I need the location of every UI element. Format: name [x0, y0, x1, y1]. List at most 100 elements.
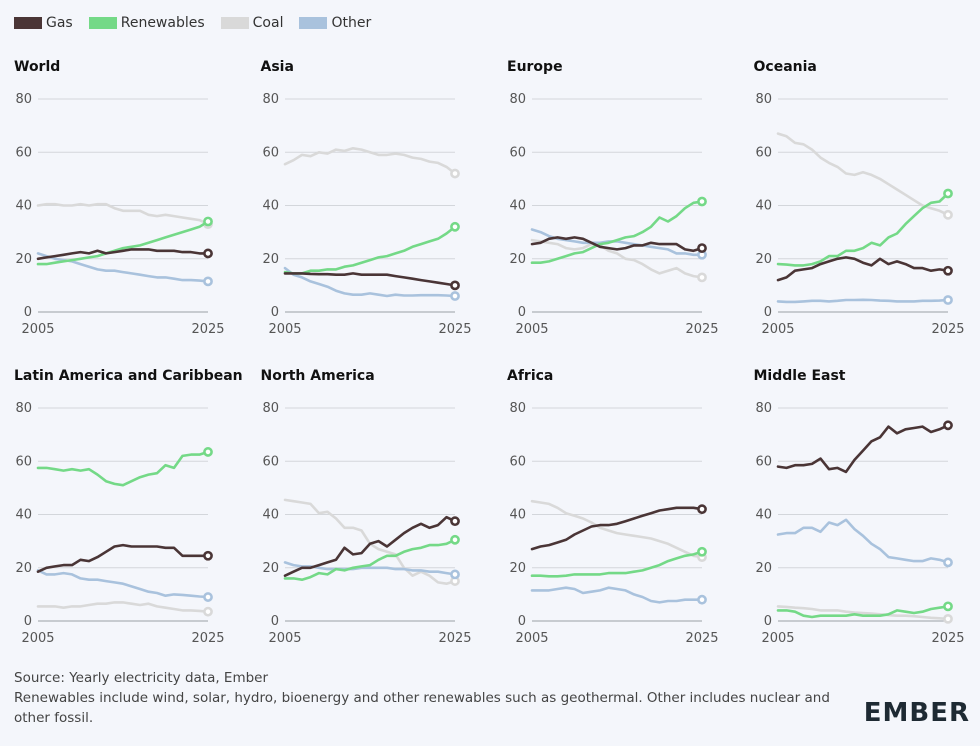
x-tick-label: 2005	[268, 322, 301, 337]
series-line-renewables	[36, 450, 210, 487]
series-line-renewables	[530, 200, 704, 265]
legend-label-renewables: Renewables	[120, 15, 205, 31]
panel-title-north-america: North America	[261, 368, 375, 384]
y-tick-label: 80	[15, 401, 32, 416]
panel-africa: Africa 0 20 40 60 80 2005 2025	[507, 368, 719, 646]
series-line-gas	[530, 506, 704, 551]
y-tick-label: 20	[509, 561, 526, 576]
y-tick-label: 60	[755, 454, 772, 469]
y-tick-label: 0	[764, 305, 772, 320]
end-marker-other	[943, 557, 953, 568]
series-line-gas	[283, 515, 457, 578]
legend-label-coal: Coal	[252, 15, 284, 31]
series-line-other	[36, 252, 210, 283]
series-line-gas	[776, 423, 950, 474]
legend-swatch-gas	[14, 17, 42, 29]
x-tick-label: 2025	[685, 322, 718, 337]
end-marker-coal	[450, 168, 460, 179]
panel-title-europe: Europe	[507, 59, 563, 75]
source-note: Source: Yearly electricity data, Ember	[14, 670, 269, 686]
legend-swatch-renewables	[88, 17, 117, 29]
series-line-coal	[776, 132, 950, 217]
x-tick-label: 2025	[438, 631, 471, 646]
end-marker-other	[450, 569, 460, 580]
y-tick-label: 40	[755, 199, 772, 214]
series-line-gas	[530, 236, 704, 253]
series-line-renewables	[776, 192, 950, 267]
legend: Gas Renewables Coal Other	[14, 12, 387, 34]
y-tick-label: 60	[262, 454, 279, 469]
y-tick-label: 40	[15, 199, 32, 214]
legend-item-other[interactable]: Other	[299, 15, 371, 31]
end-marker-other	[697, 594, 707, 605]
y-tick-label: 60	[755, 145, 772, 160]
end-marker-coal	[697, 272, 707, 283]
ember-logo: EMBER	[863, 698, 970, 728]
y-tick-label: 20	[755, 252, 772, 267]
panel-title-oceania: Oceania	[754, 59, 817, 75]
series-line-renewables	[776, 605, 950, 619]
y-tick-label: 80	[262, 401, 279, 416]
y-tick-label: 40	[755, 508, 772, 523]
panel-oceania: Oceania 0 20 40 60 80 2005 2025	[754, 59, 965, 337]
end-marker-renewables	[450, 221, 460, 232]
end-marker-gas	[203, 248, 213, 259]
end-marker-renewables	[203, 216, 213, 227]
y-tick-label: 20	[15, 561, 32, 576]
series-line-other	[776, 298, 950, 304]
y-tick-label: 20	[15, 252, 32, 267]
y-tick-label: 60	[15, 454, 32, 469]
end-marker-renewables	[697, 196, 707, 207]
y-tick-label: 0	[24, 305, 32, 320]
series-line-gas	[776, 256, 950, 282]
y-tick-label: 40	[262, 199, 279, 214]
panel-title-middle-east: Middle East	[754, 368, 846, 384]
x-tick-label: 2025	[191, 631, 224, 646]
y-tick-label: 0	[24, 614, 32, 629]
legend-label-other: Other	[331, 15, 372, 31]
x-tick-label: 2025	[191, 322, 224, 337]
series-line-coal	[36, 202, 210, 226]
series-line-renewables	[283, 225, 457, 275]
legend-item-gas[interactable]: Gas	[14, 15, 73, 31]
x-tick-label: 2005	[761, 631, 794, 646]
y-tick-label: 0	[764, 614, 772, 629]
y-tick-label: 40	[509, 199, 526, 214]
y-tick-label: 20	[262, 252, 279, 267]
panel-latin-america-and-caribbean: Latin America and Caribbean 0 20 40 60 80 2005…	[14, 368, 243, 646]
y-tick-label: 80	[262, 92, 279, 107]
end-marker-other	[450, 291, 460, 301]
y-tick-label: 20	[262, 561, 279, 576]
end-marker-renewables	[450, 534, 460, 545]
end-marker-gas	[450, 516, 460, 527]
end-marker-gas	[697, 504, 707, 515]
end-marker-renewables	[943, 601, 953, 612]
x-tick-label: 2005	[268, 631, 301, 646]
series-line-other	[283, 266, 457, 298]
series-line-renewables	[283, 538, 457, 582]
x-tick-label: 2005	[21, 322, 54, 337]
y-tick-label: 40	[509, 508, 526, 523]
series-line-coal	[776, 605, 950, 621]
y-tick-label: 0	[518, 614, 526, 629]
x-tick-label: 2005	[761, 322, 794, 337]
x-tick-label: 2005	[515, 322, 548, 337]
end-marker-gas	[203, 550, 213, 561]
end-marker-gas	[943, 420, 953, 431]
legend-swatch-coal	[220, 17, 249, 29]
y-tick-label: 80	[755, 92, 772, 107]
panel-title-latin-america-and-caribbean: Latin America and Caribbean	[14, 368, 243, 384]
series-line-gas	[36, 248, 210, 261]
x-tick-label: 2025	[685, 631, 718, 646]
legend-item-coal[interactable]: Coal	[220, 15, 284, 31]
end-marker-coal	[203, 606, 213, 617]
series-line-renewables	[36, 220, 210, 266]
legend-item-renewables[interactable]: Renewables	[88, 15, 205, 31]
x-tick-label: 2005	[515, 631, 548, 646]
panel-title-asia: Asia	[261, 59, 294, 75]
y-tick-label: 40	[262, 508, 279, 523]
y-tick-label: 80	[509, 92, 526, 107]
definition-note: Renewables include wind, solar, hydro, b…	[14, 690, 830, 726]
end-marker-other	[203, 276, 213, 287]
